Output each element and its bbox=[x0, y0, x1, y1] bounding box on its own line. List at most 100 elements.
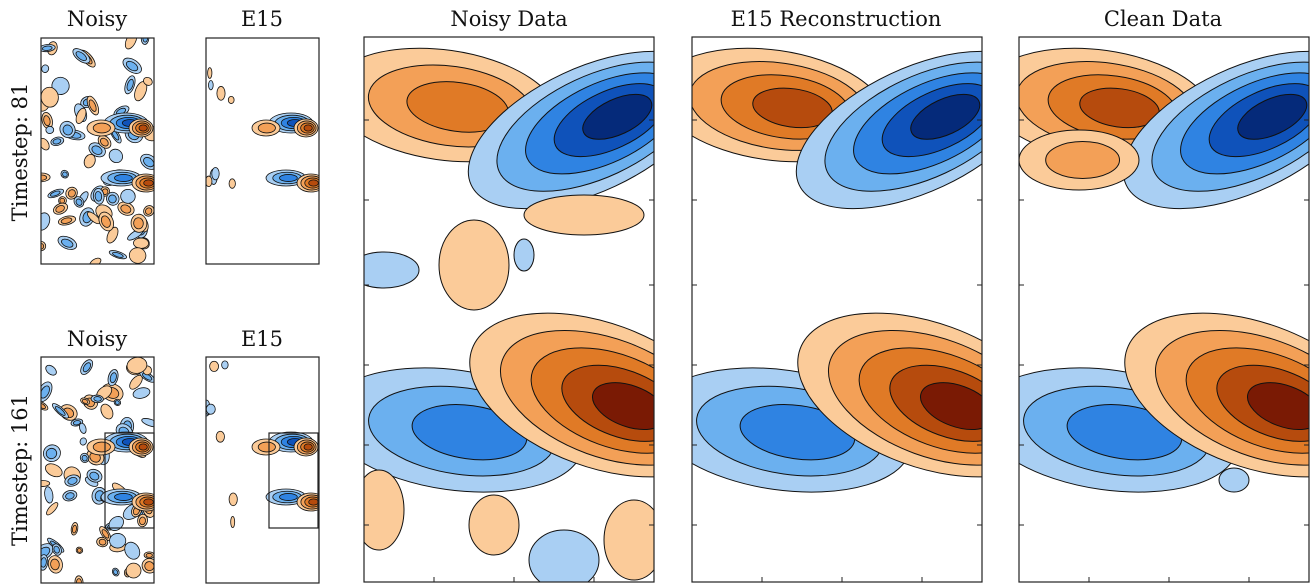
contour-field bbox=[206, 67, 319, 193]
contour bbox=[53, 545, 60, 554]
contour bbox=[41, 557, 47, 568]
contour bbox=[94, 191, 103, 202]
panel-frame bbox=[691, 36, 983, 583]
contour-field bbox=[41, 357, 154, 583]
contour bbox=[79, 437, 87, 446]
contour bbox=[1247, 382, 1309, 430]
contour bbox=[308, 179, 319, 187]
contour bbox=[141, 418, 154, 428]
contour bbox=[101, 529, 110, 539]
contour bbox=[76, 548, 82, 553]
panel-title: Clean Data bbox=[1104, 7, 1222, 31]
contour bbox=[41, 480, 51, 487]
contour bbox=[303, 443, 313, 451]
contour bbox=[75, 198, 83, 206]
contour bbox=[81, 454, 88, 462]
contour bbox=[211, 167, 220, 181]
contour-field bbox=[692, 47, 982, 493]
contour bbox=[89, 471, 100, 481]
contour bbox=[1045, 141, 1121, 179]
contour bbox=[216, 86, 226, 101]
contour bbox=[114, 174, 133, 182]
contour bbox=[230, 515, 236, 529]
contour bbox=[209, 360, 219, 372]
contour bbox=[128, 247, 147, 264]
contour bbox=[62, 124, 73, 136]
contour bbox=[257, 122, 276, 134]
contour bbox=[61, 238, 74, 248]
contour bbox=[92, 122, 111, 134]
contour bbox=[133, 217, 144, 230]
panel-title: E15 Reconstruction bbox=[731, 7, 942, 31]
contour bbox=[109, 533, 127, 549]
panel-title: E15 bbox=[241, 7, 283, 31]
contour bbox=[438, 219, 510, 311]
contour-field bbox=[41, 38, 154, 264]
contour bbox=[124, 38, 138, 50]
contour bbox=[145, 207, 153, 215]
contour bbox=[364, 469, 405, 551]
panel-title: Noisy Data bbox=[450, 7, 567, 31]
contour bbox=[125, 562, 142, 579]
contour bbox=[100, 215, 111, 228]
row-label: Timestep: 81 bbox=[8, 83, 32, 222]
contour bbox=[125, 60, 139, 72]
row-label: Timestep: 161 bbox=[8, 394, 32, 546]
contour bbox=[138, 124, 148, 132]
contour bbox=[215, 430, 225, 443]
contour bbox=[54, 406, 66, 416]
contour bbox=[139, 516, 146, 526]
zoom-box bbox=[268, 432, 319, 529]
panel-frame bbox=[1018, 36, 1310, 583]
contour bbox=[60, 217, 73, 224]
contour bbox=[468, 494, 520, 556]
contour bbox=[59, 197, 66, 204]
contour bbox=[88, 99, 97, 112]
contour bbox=[46, 502, 59, 516]
contour bbox=[308, 498, 319, 506]
contour bbox=[43, 115, 51, 127]
contour bbox=[41, 45, 53, 51]
contour bbox=[89, 257, 102, 264]
contour bbox=[45, 125, 55, 134]
contour bbox=[50, 558, 60, 571]
contour bbox=[303, 124, 313, 132]
contour bbox=[91, 145, 103, 155]
contour bbox=[132, 387, 151, 399]
contour bbox=[82, 362, 91, 373]
contour bbox=[55, 205, 65, 213]
panel-frame bbox=[363, 36, 655, 583]
contour bbox=[41, 64, 50, 73]
contour bbox=[44, 486, 54, 504]
contour bbox=[108, 194, 117, 204]
contour bbox=[67, 189, 76, 198]
contour bbox=[108, 148, 123, 164]
contour bbox=[98, 538, 107, 546]
panel-title: E15 bbox=[241, 327, 283, 351]
contour bbox=[126, 78, 134, 91]
contour bbox=[41, 137, 50, 151]
contour bbox=[143, 498, 154, 506]
contour bbox=[582, 93, 653, 140]
contour bbox=[1237, 93, 1308, 140]
contour bbox=[45, 447, 58, 460]
contour bbox=[62, 171, 68, 178]
contour bbox=[143, 179, 154, 187]
contour bbox=[93, 396, 102, 402]
contour bbox=[114, 493, 133, 501]
contour bbox=[227, 95, 235, 104]
contour bbox=[114, 400, 120, 405]
contour bbox=[279, 174, 298, 182]
contour bbox=[143, 157, 154, 168]
contour bbox=[44, 463, 63, 478]
contour bbox=[228, 492, 238, 507]
contour bbox=[411, 404, 528, 461]
contour bbox=[143, 76, 153, 86]
zoom-box bbox=[104, 432, 155, 529]
contour bbox=[228, 178, 236, 189]
contour bbox=[65, 492, 75, 500]
panel-frame bbox=[205, 37, 320, 265]
panel-title: Noisy bbox=[67, 327, 128, 351]
contour bbox=[83, 153, 96, 169]
